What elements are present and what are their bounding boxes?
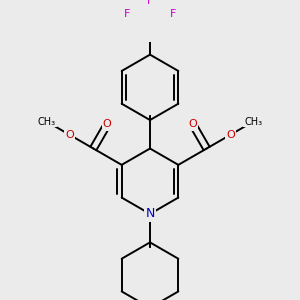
Text: N: N xyxy=(145,207,155,220)
Text: CH₃: CH₃ xyxy=(38,116,56,127)
Text: F: F xyxy=(170,9,176,19)
Text: F: F xyxy=(124,9,130,19)
Text: O: O xyxy=(103,119,112,129)
Text: F: F xyxy=(147,0,153,6)
Text: O: O xyxy=(226,130,235,140)
Text: CH₃: CH₃ xyxy=(244,116,262,127)
Text: O: O xyxy=(188,119,197,129)
Text: O: O xyxy=(65,130,74,140)
